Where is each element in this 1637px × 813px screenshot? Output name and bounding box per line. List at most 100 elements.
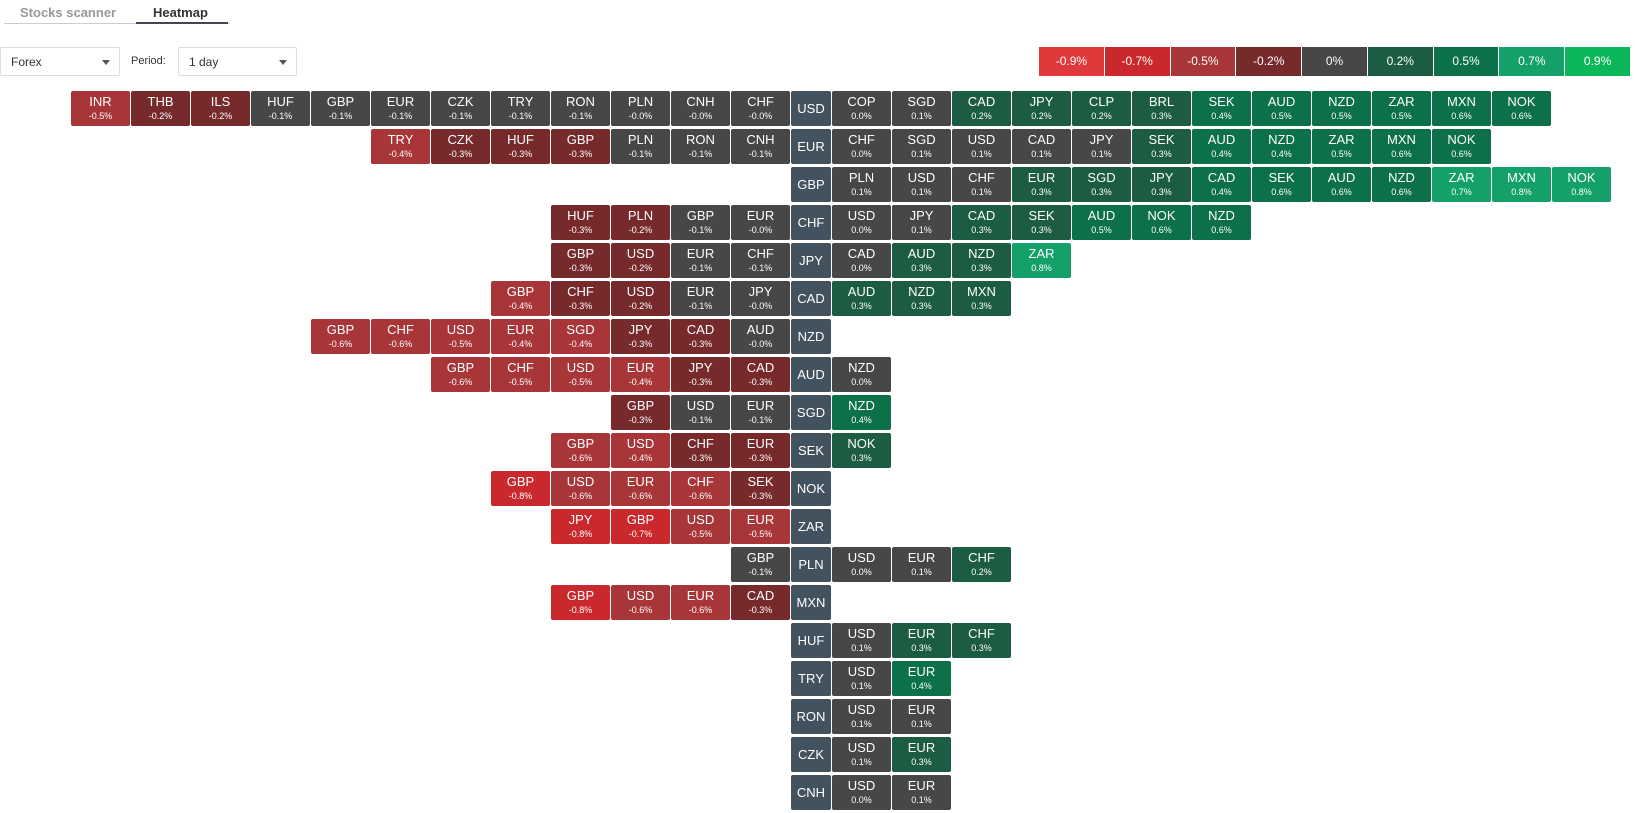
pair-cell[interactable]: GBP -0.8% [551, 585, 610, 620]
pair-cell[interactable]: ZAR 0.5% [1312, 129, 1371, 164]
pair-cell[interactable]: EUR -0.5% [731, 509, 790, 544]
pair-cell[interactable]: USD 0.1% [952, 129, 1011, 164]
pair-cell[interactable]: CZK -0.1% [431, 91, 490, 126]
pair-cell[interactable]: BRL 0.3% [1132, 91, 1191, 126]
market-select[interactable]: Forex [0, 47, 120, 76]
pair-cell[interactable]: RON -0.1% [671, 129, 730, 164]
pair-cell[interactable]: EUR -0.3% [731, 433, 790, 468]
pair-cell[interactable]: USD 0.1% [832, 737, 891, 772]
pair-cell[interactable]: CHF -0.5% [491, 357, 550, 392]
pair-cell[interactable]: PLN -0.0% [611, 91, 670, 126]
pair-cell[interactable]: NZD 0.3% [952, 243, 1011, 278]
pair-cell[interactable]: GBP -0.3% [611, 395, 670, 430]
pair-cell[interactable]: EUR 0.1% [892, 699, 951, 734]
pair-cell[interactable]: CAD 0.2% [952, 91, 1011, 126]
pair-cell[interactable]: USD -0.2% [611, 281, 670, 316]
pair-cell[interactable]: CNH -0.1% [731, 129, 790, 164]
pair-cell[interactable]: GBP -0.3% [551, 243, 610, 278]
pair-cell[interactable]: HUF -0.3% [491, 129, 550, 164]
pair-cell[interactable]: USD -0.1% [671, 395, 730, 430]
pair-cell[interactable]: CAD 0.0% [832, 243, 891, 278]
pair-cell[interactable]: EUR -0.6% [611, 471, 670, 506]
pair-cell[interactable]: HUF -0.3% [551, 205, 610, 240]
pair-cell[interactable]: GBP -0.6% [551, 433, 610, 468]
pair-cell[interactable]: PLN 0.1% [832, 167, 891, 202]
pair-cell[interactable]: EUR -0.1% [671, 281, 730, 316]
pair-cell[interactable]: JPY -0.0% [731, 281, 790, 316]
pair-cell[interactable]: USD -0.5% [671, 509, 730, 544]
pair-cell[interactable]: MXN 0.6% [1372, 129, 1431, 164]
pair-cell[interactable]: NZD 0.4% [1252, 129, 1311, 164]
pair-cell[interactable]: USD -0.4% [611, 433, 670, 468]
pair-cell[interactable]: SEK -0.3% [731, 471, 790, 506]
pair-cell[interactable]: AUD 0.5% [1072, 205, 1131, 240]
pair-cell[interactable]: NZD 0.5% [1312, 91, 1371, 126]
pair-cell[interactable]: JPY 0.2% [1012, 91, 1071, 126]
pair-cell[interactable]: RON -0.1% [551, 91, 610, 126]
pair-cell[interactable]: USD 0.0% [832, 205, 891, 240]
pair-cell[interactable]: GBP -0.1% [731, 547, 790, 582]
pair-cell[interactable]: EUR -0.4% [611, 357, 670, 392]
pair-cell[interactable]: EUR 0.3% [1012, 167, 1071, 202]
pair-cell[interactable]: CHF -0.1% [731, 243, 790, 278]
pair-cell[interactable]: USD 0.1% [832, 699, 891, 734]
pair-cell[interactable]: USD -0.6% [551, 471, 610, 506]
pair-cell[interactable]: SEK 0.6% [1252, 167, 1311, 202]
tab-stocks-scanner[interactable]: Stocks scanner [20, 5, 117, 20]
pair-cell[interactable]: CHF 0.3% [952, 623, 1011, 658]
pair-cell[interactable]: CAD -0.3% [731, 585, 790, 620]
pair-cell[interactable]: CAD -0.3% [731, 357, 790, 392]
pair-cell[interactable]: CAD 0.4% [1192, 167, 1251, 202]
pair-cell[interactable]: CZK -0.3% [431, 129, 490, 164]
pair-cell[interactable]: SGD 0.1% [892, 91, 951, 126]
pair-cell[interactable]: AUD -0.0% [731, 319, 790, 354]
pair-cell[interactable]: EUR -0.4% [491, 319, 550, 354]
pair-cell[interactable]: EUR -0.1% [371, 91, 430, 126]
pair-cell[interactable]: MXN 0.8% [1492, 167, 1551, 202]
pair-cell[interactable]: AUD 0.6% [1312, 167, 1371, 202]
pair-cell[interactable]: NZD 0.6% [1192, 205, 1251, 240]
pair-cell[interactable]: ILS -0.2% [191, 91, 250, 126]
pair-cell[interactable]: JPY 0.1% [892, 205, 951, 240]
pair-cell[interactable]: NOK 0.3% [832, 433, 891, 468]
pair-cell[interactable]: CAD 0.1% [1012, 129, 1071, 164]
pair-cell[interactable]: CHF -0.0% [731, 91, 790, 126]
pair-cell[interactable]: JPY -0.3% [671, 357, 730, 392]
pair-cell[interactable]: SEK 0.3% [1132, 129, 1191, 164]
pair-cell[interactable]: EUR -0.0% [731, 205, 790, 240]
pair-cell[interactable]: USD -0.6% [611, 585, 670, 620]
pair-cell[interactable]: COP 0.0% [832, 91, 891, 126]
pair-cell[interactable]: NZD 0.3% [892, 281, 951, 316]
pair-cell[interactable]: JPY -0.3% [611, 319, 670, 354]
pair-cell[interactable]: EUR 0.4% [892, 661, 951, 696]
pair-cell[interactable]: NZD 0.0% [832, 357, 891, 392]
pair-cell[interactable]: CHF -0.3% [551, 281, 610, 316]
pair-cell[interactable]: GBP -0.7% [611, 509, 670, 544]
pair-cell[interactable]: GBP -0.8% [491, 471, 550, 506]
pair-cell[interactable]: AUD 0.4% [1192, 129, 1251, 164]
pair-cell[interactable]: CHF -0.3% [671, 433, 730, 468]
pair-cell[interactable]: CHF 0.0% [832, 129, 891, 164]
pair-cell[interactable]: USD 0.1% [832, 623, 891, 658]
pair-cell[interactable]: NZD 0.4% [832, 395, 891, 430]
pair-cell[interactable]: USD -0.2% [611, 243, 670, 278]
tab-heatmap[interactable]: Heatmap [153, 5, 208, 20]
pair-cell[interactable]: CHF -0.6% [371, 319, 430, 354]
pair-cell[interactable]: AUD 0.3% [892, 243, 951, 278]
pair-cell[interactable]: GBP -0.3% [551, 129, 610, 164]
pair-cell[interactable]: JPY -0.8% [551, 509, 610, 544]
pair-cell[interactable]: ZAR 0.7% [1432, 167, 1491, 202]
pair-cell[interactable]: ZAR 0.5% [1372, 91, 1431, 126]
pair-cell[interactable]: EUR 0.3% [892, 737, 951, 772]
pair-cell[interactable]: JPY 0.1% [1072, 129, 1131, 164]
pair-cell[interactable]: NOK 0.8% [1552, 167, 1611, 202]
pair-cell[interactable]: USD 0.1% [892, 167, 951, 202]
pair-cell[interactable]: ZAR 0.8% [1012, 243, 1071, 278]
pair-cell[interactable]: GBP -0.1% [671, 205, 730, 240]
pair-cell[interactable]: MXN 0.6% [1432, 91, 1491, 126]
pair-cell[interactable]: GBP -0.4% [491, 281, 550, 316]
pair-cell[interactable]: MXN 0.3% [952, 281, 1011, 316]
pair-cell[interactable]: EUR -0.1% [671, 243, 730, 278]
pair-cell[interactable]: USD -0.5% [551, 357, 610, 392]
pair-cell[interactable]: EUR 0.3% [892, 623, 951, 658]
